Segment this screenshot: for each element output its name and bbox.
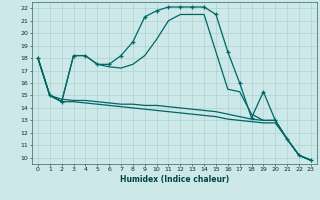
X-axis label: Humidex (Indice chaleur): Humidex (Indice chaleur)	[120, 175, 229, 184]
